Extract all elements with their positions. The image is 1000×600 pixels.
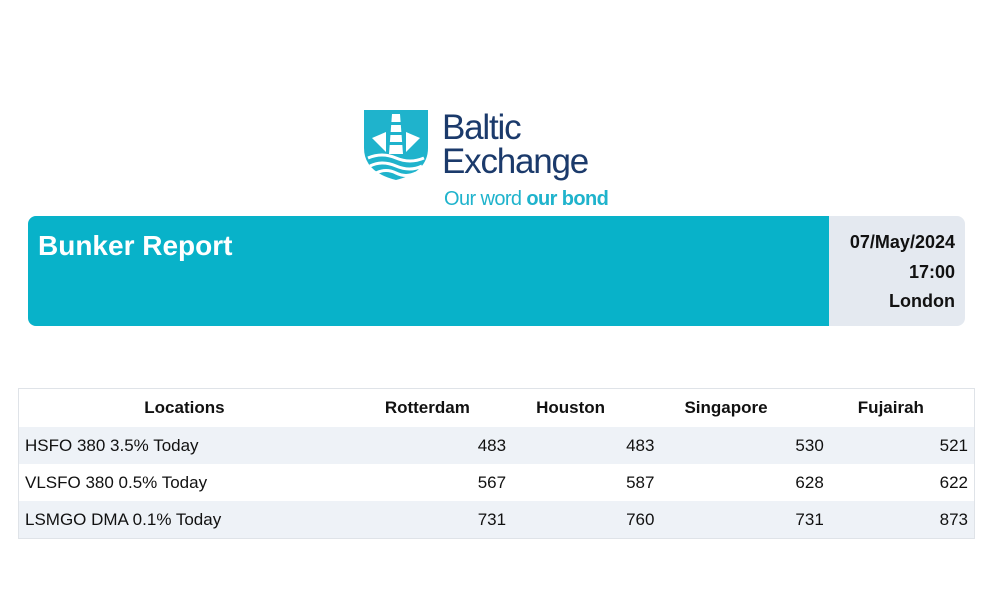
price-cell: 530	[654, 427, 824, 464]
logo-word-baltic: Baltic	[442, 108, 522, 147]
row-label: HSFO 380 3.5% Today	[18, 427, 375, 464]
row-label: LSMGO DMA 0.1% Today	[18, 501, 375, 539]
price-cell: 628	[654, 464, 824, 501]
page-title: Bunker Report	[38, 230, 233, 261]
report-time: 17:00	[908, 261, 955, 282]
tagline-regular: Our word	[444, 188, 527, 210]
col-header-fujairah: Fujairah	[823, 388, 975, 427]
baltic-exchange-logo: Baltic Exchange Our word our bond	[362, 106, 642, 211]
report-location: London	[889, 291, 955, 311]
lighthouse-shield-icon	[364, 110, 428, 180]
price-cell: 622	[823, 464, 975, 501]
banner-title-panel: Bunker Report	[28, 216, 829, 326]
price-cell: 760	[506, 501, 655, 539]
col-header-houston: Houston	[506, 388, 655, 427]
bunker-price-table: Locations Rotterdam Houston Singapore Fu…	[18, 388, 975, 539]
col-header-singapore: Singapore	[654, 388, 824, 427]
price-cell: 483	[506, 427, 655, 464]
report-banner: Bunker Report 07/May/2024 17:00 London	[28, 216, 965, 326]
report-date: 07/May/2024	[849, 232, 955, 252]
table-header-row: Locations Rotterdam Houston Singapore Fu…	[18, 388, 975, 427]
price-cell: 731	[374, 501, 507, 539]
col-header-locations: Locations	[18, 388, 375, 427]
price-cell: 521	[823, 427, 975, 464]
row-label: VLSFO 380 0.5% Today	[18, 464, 375, 501]
logo-tagline: Our word our bond	[444, 188, 609, 211]
price-cell: 731	[654, 501, 824, 539]
price-cell: 873	[823, 501, 975, 539]
tagline-bold: our bond	[526, 188, 609, 210]
logo-word-exchange: Exchange	[442, 142, 589, 181]
report-meta: 07/May/2024 17:00 London	[850, 228, 955, 317]
table-row: HSFO 380 3.5% Today 483 483 530 521	[18, 427, 975, 464]
price-cell: 483	[374, 427, 507, 464]
price-cell: 587	[506, 464, 655, 501]
table-row: LSMGO DMA 0.1% Today 731 760 731 873	[18, 501, 975, 539]
price-cell: 567	[374, 464, 507, 501]
table-row: VLSFO 380 0.5% Today 567 587 628 622	[18, 464, 975, 501]
col-header-rotterdam: Rotterdam	[374, 388, 507, 427]
